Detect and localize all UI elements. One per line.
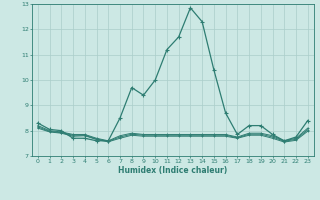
X-axis label: Humidex (Indice chaleur): Humidex (Indice chaleur) <box>118 166 228 175</box>
